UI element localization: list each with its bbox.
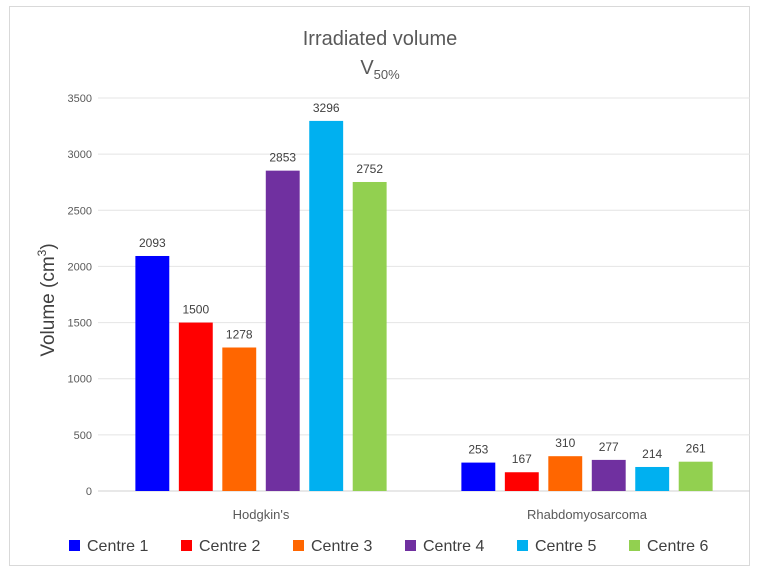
data-label: 1500 xyxy=(182,303,209,317)
y-tick-label: 2500 xyxy=(68,205,92,217)
chart-title: Irradiated volume xyxy=(303,28,458,50)
legend-swatch xyxy=(181,540,192,551)
bar xyxy=(678,461,713,491)
data-label: 2752 xyxy=(356,162,383,176)
legend-item: Centre 1 xyxy=(69,538,148,555)
y-axis-ticks: 0 500 1000 1500 2000 2500 3000 3500 xyxy=(68,93,92,498)
legend-swatch xyxy=(517,540,528,551)
y-tick-label: 500 xyxy=(74,430,92,442)
y-tick-label: 3000 xyxy=(68,149,92,161)
y-tick-label: 3500 xyxy=(68,93,92,105)
data-label: 214 xyxy=(642,447,662,461)
data-labels: 2093 1500 1278 2853 3296 2752 253 167 310 277 214 2… xyxy=(139,101,706,466)
data-label: 310 xyxy=(555,436,575,450)
bars xyxy=(135,120,713,492)
legend-label: Centre 5 xyxy=(535,538,596,555)
data-label: 2093 xyxy=(139,236,166,250)
bar xyxy=(548,456,583,491)
legend-swatch xyxy=(69,540,80,551)
bar xyxy=(635,466,670,491)
chart-subtitle-main: V xyxy=(360,57,374,79)
legend-label: Centre 1 xyxy=(87,538,148,555)
legend-item: Centre 4 xyxy=(405,538,484,555)
bar xyxy=(591,459,626,491)
bar xyxy=(504,472,539,491)
chart-subtitle: V50% xyxy=(360,57,400,82)
bar-chart: Irradiated volume V50% 0 500 1000 1500 2000 2… xyxy=(35,28,750,555)
legend-label: Centre 6 xyxy=(647,538,708,555)
y-axis-label-sup: 3 xyxy=(35,249,49,256)
legend-item: Centre 2 xyxy=(181,538,260,555)
chart-subtitle-sub: 50% xyxy=(374,67,400,82)
data-label: 167 xyxy=(512,452,532,466)
bar xyxy=(309,120,344,492)
y-tick-label: 2000 xyxy=(68,261,92,273)
legend-label: Centre 3 xyxy=(311,538,372,555)
bar xyxy=(178,322,213,491)
legend-label: Centre 4 xyxy=(423,538,484,555)
x-category-label: Hodgkin's xyxy=(233,507,290,522)
bar xyxy=(265,170,300,491)
y-axis-label-end: ) xyxy=(38,243,59,249)
data-label: 1278 xyxy=(226,327,253,341)
x-category-label: Rhabdomyosarcoma xyxy=(527,507,648,522)
legend-label: Centre 2 xyxy=(199,538,260,555)
data-label: 261 xyxy=(686,442,706,456)
data-label: 3296 xyxy=(313,101,340,115)
bar xyxy=(461,462,496,491)
y-tick-label: 1000 xyxy=(68,374,92,386)
bar xyxy=(135,255,170,491)
legend-item: Centre 5 xyxy=(517,538,596,555)
legend-swatch xyxy=(405,540,416,551)
data-label: 253 xyxy=(468,443,488,457)
legend-item: Centre 6 xyxy=(629,538,708,555)
x-axis-categories: Hodgkin's Rhabdomyosarcoma xyxy=(233,507,648,522)
legend-swatch xyxy=(293,540,304,551)
data-label: 277 xyxy=(599,440,619,454)
legend-item: Centre 3 xyxy=(293,538,372,555)
bar xyxy=(222,347,257,491)
bar xyxy=(352,181,387,491)
chart-container: Irradiated volume V50% 0 500 1000 1500 2000 2… xyxy=(9,6,750,566)
legend: Centre 1 Centre 2 Centre 3 Centre 4 Centre 5… xyxy=(69,538,708,555)
y-axis-label: Volume (cm3) xyxy=(35,243,59,356)
y-tick-label: 0 xyxy=(86,486,92,498)
legend-swatch xyxy=(629,540,640,551)
y-tick-label: 1500 xyxy=(68,318,92,330)
y-axis-label-main: Volume (cm xyxy=(38,256,59,356)
data-label: 2853 xyxy=(269,151,296,165)
